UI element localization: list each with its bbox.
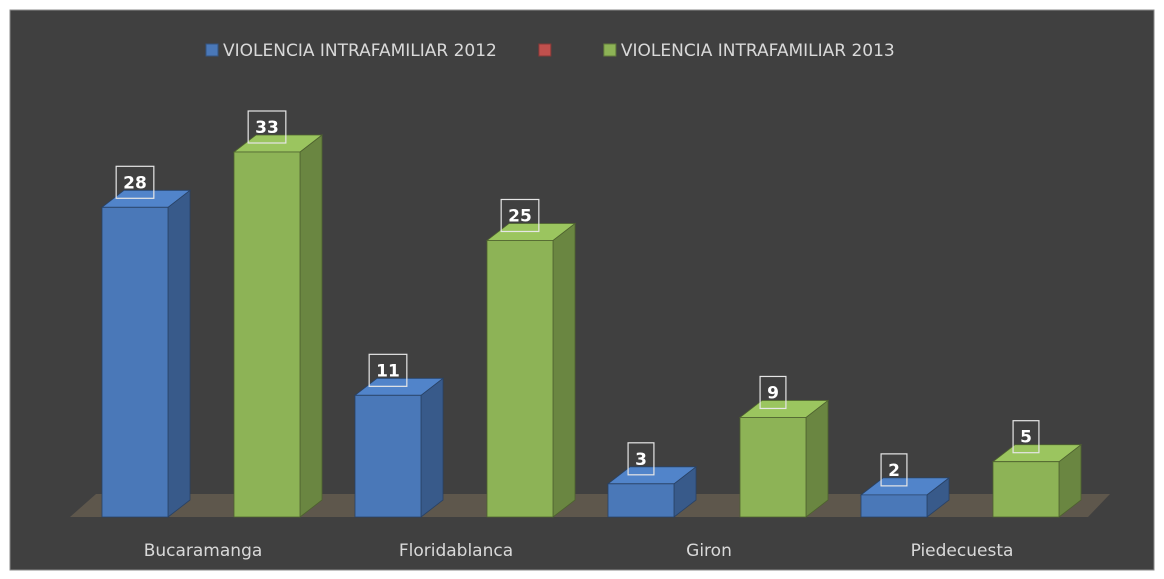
- floor: [70, 494, 1110, 517]
- data-label-box: [368, 353, 408, 387]
- bar-face: [805, 399, 829, 518]
- data-label-box: [627, 442, 655, 476]
- bar: [485, 222, 577, 518]
- bar: [991, 443, 1083, 518]
- bar-face: [486, 240, 554, 518]
- data-label-box: [247, 110, 287, 144]
- legend-swatch: [603, 43, 617, 57]
- data-label-box: [115, 165, 155, 199]
- x-tick-label: Floridablanca: [399, 541, 513, 561]
- bar-face: [101, 206, 169, 518]
- bar: [859, 477, 951, 518]
- bar-face: [860, 494, 928, 518]
- bar-face: [552, 222, 576, 518]
- bar: [606, 466, 698, 518]
- bar: [353, 377, 445, 518]
- bar-face: [607, 483, 675, 518]
- data-label: 3: [635, 450, 647, 470]
- legend-label: VIOLENCIA INTRAFAMILIAR 2012: [223, 41, 497, 61]
- bar-face: [354, 394, 422, 518]
- chart-area: [9, 9, 1155, 571]
- x-tick-label: Bucaramanga: [144, 541, 263, 561]
- data-label: 9: [767, 383, 779, 403]
- data-label-box: [759, 375, 787, 410]
- data-label: 33: [255, 118, 279, 138]
- bar-face: [992, 461, 1060, 518]
- bar-face: [299, 134, 323, 518]
- legend-swatch: [538, 43, 552, 57]
- data-label-box: [880, 453, 908, 487]
- bar: [738, 399, 830, 518]
- data-label: 28: [123, 173, 147, 193]
- x-tick-label: Piedecuesta: [911, 541, 1014, 561]
- data-label-box: [1012, 420, 1040, 454]
- legend-swatch: [205, 43, 219, 57]
- bar-face: [739, 417, 807, 518]
- data-label: 2: [888, 461, 900, 481]
- bar-face: [167, 189, 191, 518]
- bar-face: [233, 151, 301, 518]
- bar-face: [420, 377, 444, 518]
- x-tick-label: Giron: [686, 541, 732, 561]
- data-label: 5: [1020, 428, 1032, 448]
- bar: [232, 134, 324, 518]
- data-label-box: [500, 198, 540, 233]
- bar: [100, 189, 192, 518]
- data-label: 11: [376, 361, 400, 381]
- data-label: 25: [508, 206, 532, 226]
- legend-label: VIOLENCIA INTRAFAMILIAR 2013: [621, 41, 895, 61]
